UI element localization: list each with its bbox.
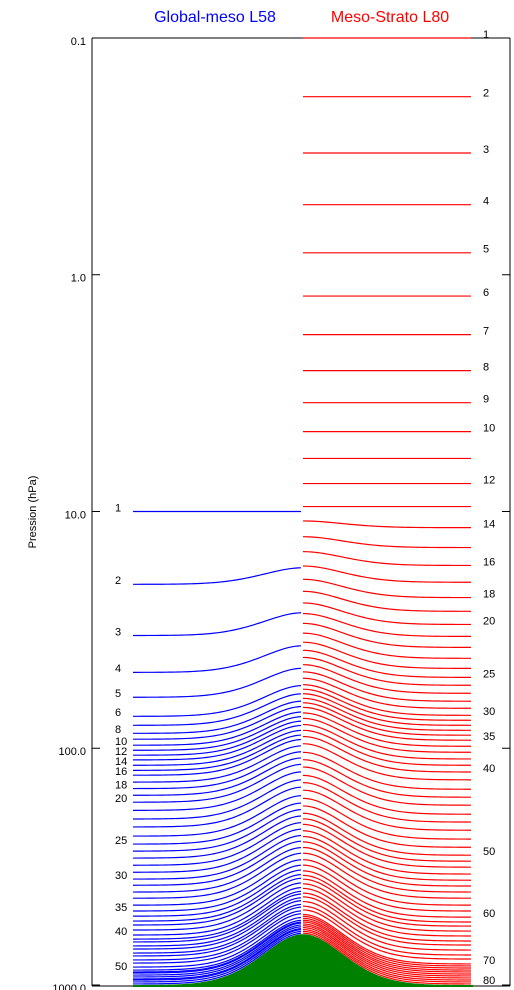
level-line (133, 568, 301, 584)
level-label: 6 (115, 707, 121, 719)
y-tick-label: 1000.0 (52, 983, 86, 990)
level-line (303, 657, 471, 685)
level-line (303, 790, 471, 830)
level-label: 40 (115, 926, 127, 938)
level-line (133, 613, 301, 636)
level-label: 50 (483, 846, 495, 858)
level-line (303, 552, 471, 566)
level-label: 2 (115, 575, 121, 587)
level-line (303, 713, 471, 746)
y-axis-label: Pression (hPa) (27, 476, 39, 549)
level-line (303, 665, 471, 694)
level-label: 35 (115, 902, 127, 914)
level-line (303, 537, 471, 548)
level-line (133, 707, 301, 740)
level-line (303, 775, 471, 814)
level-label: 6 (483, 287, 489, 299)
level-label: 30 (115, 870, 127, 882)
level-line (303, 672, 471, 701)
level-line (303, 767, 471, 805)
level-label: 25 (115, 835, 127, 847)
level-label: 20 (115, 793, 127, 805)
level-label: 2 (483, 88, 489, 100)
level-line (303, 566, 471, 582)
level-label: 1 (115, 502, 121, 514)
level-label: 10 (483, 423, 495, 435)
level-label: 18 (483, 588, 495, 600)
y-tick-label: 100.0 (58, 746, 86, 758)
y-tick-label: 10.0 (65, 509, 86, 521)
level-label: 70 (483, 955, 495, 967)
level-label: 16 (483, 556, 495, 568)
level-label: 7 (483, 326, 489, 338)
level-label: 12 (483, 474, 495, 486)
level-label: 9 (483, 394, 489, 406)
level-label: 3 (483, 144, 489, 156)
level-line (133, 780, 301, 819)
level-line (303, 591, 471, 611)
level-line (133, 883, 301, 930)
level-label: 16 (115, 766, 127, 778)
level-line (133, 758, 301, 795)
y-tick-label: 0.1 (71, 36, 86, 48)
level-label: 20 (483, 615, 495, 627)
level-line (303, 603, 471, 625)
level-line (303, 521, 471, 528)
level-label: 50 (115, 961, 127, 973)
level-line (303, 888, 471, 936)
series-title: Meso-Strato L80 (331, 9, 449, 26)
level-line (133, 646, 301, 673)
level-label: 18 (115, 779, 127, 791)
level-label: 60 (483, 908, 495, 920)
level-label: 8 (483, 362, 489, 374)
y-tick-label: 1.0 (71, 273, 86, 285)
level-label: 5 (483, 244, 489, 256)
level-label: 14 (483, 519, 495, 531)
level-label: 1 (483, 29, 489, 41)
level-label: 80 (483, 975, 495, 987)
level-line (303, 752, 471, 789)
level-label: 30 (483, 706, 495, 718)
level-label: 4 (115, 663, 121, 675)
level-line (303, 614, 471, 637)
chart: Global-meso L58 Meso-Strato L80 Pression… (0, 0, 514, 990)
level-label: 25 (483, 668, 495, 680)
level-label: 40 (483, 763, 495, 775)
level-line (133, 787, 301, 827)
level-label: 35 (483, 731, 495, 743)
level-label: 4 (483, 196, 489, 208)
level-label: 3 (115, 626, 121, 638)
level-label: 8 (115, 724, 121, 736)
level-label: 5 (115, 688, 121, 700)
level-line (303, 650, 471, 677)
level-line (133, 694, 301, 725)
series-title: Global-meso L58 (154, 9, 276, 26)
level-line (303, 623, 471, 647)
